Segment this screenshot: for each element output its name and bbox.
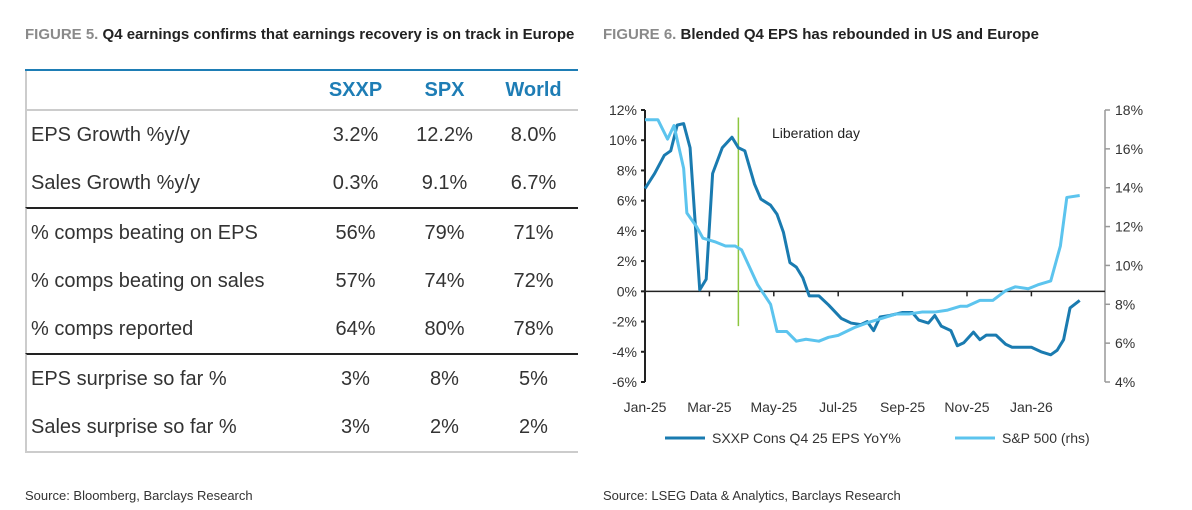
- legend-label: SXXP Cons Q4 25 EPS YoY%: [712, 430, 901, 446]
- row-label: EPS Growth %y/y: [31, 123, 190, 146]
- right-tick-label: 16%: [1115, 141, 1143, 157]
- table-row: % comps beating on sales 57% 74% 72%: [25, 257, 578, 305]
- cell-value: 71%: [513, 221, 554, 244]
- liberation-day-label: Liberation day: [772, 125, 860, 141]
- column-header: SXXP: [328, 78, 383, 101]
- cell-value: 56%: [335, 221, 376, 244]
- cell-value: 8%: [430, 367, 459, 390]
- cell-value: 3%: [341, 415, 370, 438]
- right-tick-label: 18%: [1115, 102, 1143, 118]
- x-tick-label: Nov-25: [944, 399, 989, 415]
- left-tick-label: 2%: [617, 253, 637, 269]
- table-row: % comps beating on EPS 56% 79% 71%: [25, 207, 578, 257]
- figure5-title: FIGURE 5. Q4 earnings confirms that earn…: [25, 25, 585, 44]
- table-row: EPS surprise so far % 3% 8% 5%: [25, 353, 578, 403]
- table-header: SXXP SPX World: [25, 71, 578, 111]
- figure-number: FIGURE 6.: [603, 26, 677, 43]
- right-tick-label: 14%: [1115, 180, 1143, 196]
- row-label: % comps reported: [31, 317, 194, 340]
- column-header: World: [505, 78, 562, 101]
- right-tick-label: 4%: [1115, 374, 1135, 390]
- cell-value: 79%: [424, 221, 465, 244]
- cell-value: 12.2%: [416, 123, 473, 146]
- cell-value: 3.2%: [332, 123, 379, 146]
- cell-value: 74%: [424, 269, 465, 292]
- cell-value: 8.0%: [510, 123, 557, 146]
- row-label: Sales Growth %y/y: [31, 171, 200, 194]
- figure6-title: FIGURE 6. Blended Q4 EPS has rebounded i…: [603, 25, 1183, 44]
- left-tick-label: 4%: [617, 223, 637, 239]
- left-tick-label: -4%: [612, 344, 637, 360]
- figure-title-text: Blended Q4 EPS has rebounded in US and E…: [680, 26, 1039, 43]
- figure-number: FIGURE 5.: [25, 26, 99, 43]
- left-tick-label: 0%: [617, 283, 637, 299]
- row-label: % comps beating on EPS: [31, 221, 258, 244]
- figure-title-text: Q4 earnings confirms that earnings recov…: [102, 26, 575, 43]
- cell-value: 57%: [335, 269, 376, 292]
- cell-value: 2%: [430, 415, 459, 438]
- cell-value: 0.3%: [332, 171, 379, 194]
- table-row: % comps reported 64% 80% 78%: [25, 305, 578, 353]
- row-label: EPS surprise so far %: [31, 367, 227, 390]
- left-tick-label: -6%: [612, 374, 637, 390]
- cell-value: 2%: [519, 415, 548, 438]
- left-tick-label: 10%: [609, 132, 637, 148]
- cell-value: 64%: [335, 317, 376, 340]
- earnings-table: SXXP SPX World EPS Growth %y/y 3.2% 12.2% 8…: [25, 69, 578, 453]
- cell-value: 5%: [519, 367, 548, 390]
- left-tick-label: 8%: [617, 162, 637, 178]
- cell-value: 78%: [513, 317, 554, 340]
- x-tick-label: Sep-25: [880, 399, 925, 415]
- right-tick-label: 6%: [1115, 335, 1135, 351]
- cell-value: 3%: [341, 367, 370, 390]
- cell-value: 6.7%: [510, 171, 557, 194]
- row-label: Sales surprise so far %: [31, 415, 237, 438]
- table-row: EPS Growth %y/y 3.2% 12.2% 8.0%: [25, 111, 578, 159]
- left-tick-label: 12%: [609, 102, 637, 118]
- x-tick-label: May-25: [750, 399, 797, 415]
- x-tick-label: Jan-26: [1010, 399, 1053, 415]
- row-label: % comps beating on sales: [31, 269, 265, 292]
- x-tick-label: Jul-25: [819, 399, 857, 415]
- figure5-source: Source: Bloomberg, Barclays Research: [25, 488, 253, 503]
- x-tick-label: Mar-25: [687, 399, 732, 415]
- left-tick-label: -2%: [612, 314, 637, 330]
- right-tick-label: 10%: [1115, 257, 1143, 273]
- left-tick-label: 6%: [617, 193, 637, 209]
- figure6-source: Source: LSEG Data & Analytics, Barclays …: [603, 488, 901, 503]
- table-row: Sales surprise so far % 3% 2% 2%: [25, 403, 578, 453]
- series-line-spx: [645, 118, 1080, 343]
- right-tick-label: 12%: [1115, 219, 1143, 235]
- column-header: SPX: [424, 78, 465, 101]
- cell-value: 72%: [513, 269, 554, 292]
- cell-value: 80%: [424, 317, 465, 340]
- table-row: Sales Growth %y/y 0.3% 9.1% 6.7%: [25, 159, 578, 207]
- right-tick-label: 8%: [1115, 296, 1135, 312]
- cell-value: 9.1%: [421, 171, 468, 194]
- legend-label: S&P 500 (rhs): [1002, 430, 1090, 446]
- x-tick-label: Jan-25: [624, 399, 667, 415]
